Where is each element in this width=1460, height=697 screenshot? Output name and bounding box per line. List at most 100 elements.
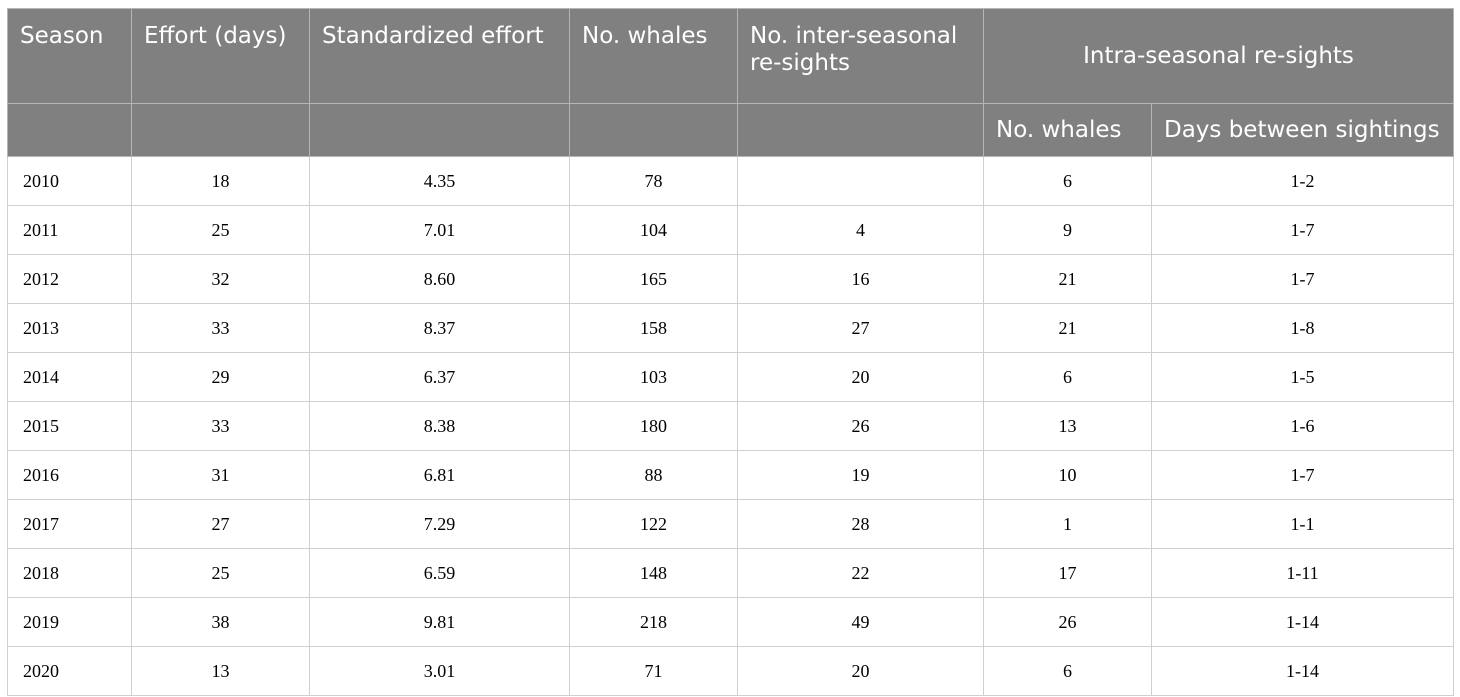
header-no-whales: No. whales [569, 8, 738, 104]
cell-standardized-effort: 8.60 [309, 254, 570, 304]
table-row: 2019 38 9.81 218 49 26 1-14 [7, 597, 1454, 647]
cell-effort: 29 [131, 352, 310, 402]
cell-inter-seasonal: 49 [737, 597, 984, 647]
cell-standardized-effort: 9.81 [309, 597, 570, 647]
table-row: 2011 25 7.01 104 4 9 1-7 [7, 205, 1454, 255]
cell-standardized-effort: 7.01 [309, 205, 570, 255]
cell-standardized-effort: 4.35 [309, 156, 570, 206]
table-row: 2015 33 8.38 180 26 13 1-6 [7, 401, 1454, 451]
cell-inter-seasonal: 20 [737, 352, 984, 402]
cell-no-whales: 78 [569, 156, 738, 206]
cell-effort: 25 [131, 205, 310, 255]
cell-days-between: 1-7 [1151, 254, 1454, 304]
header-season: Season [7, 8, 132, 104]
cell-effort: 33 [131, 303, 310, 353]
cell-effort: 31 [131, 450, 310, 500]
cell-no-whales: 71 [569, 646, 738, 696]
cell-intra-no-whales: 13 [983, 401, 1152, 451]
table-row: 2017 27 7.29 122 28 1 1-1 [7, 499, 1454, 549]
cell-effort: 18 [131, 156, 310, 206]
table-row: 2014 29 6.37 103 20 6 1-5 [7, 352, 1454, 402]
cell-season: 2010 [7, 156, 132, 206]
table-body: 2010 18 4.35 78 6 1-2 2011 25 7.01 104 4 9 1-7 2012 32… [7, 156, 1454, 696]
cell-days-between: 1-5 [1151, 352, 1454, 402]
cell-intra-no-whales: 6 [983, 352, 1152, 402]
header-days-between: Days between sightings [1151, 103, 1454, 157]
table-row: 2013 33 8.37 158 27 21 1-8 [7, 303, 1454, 353]
table-row: 2020 13 3.01 71 20 6 1-14 [7, 646, 1454, 696]
cell-no-whales: 218 [569, 597, 738, 647]
cell-days-between: 1-14 [1151, 646, 1454, 696]
cell-no-whales: 103 [569, 352, 738, 402]
cell-days-between: 1-2 [1151, 156, 1454, 206]
cell-season: 2020 [7, 646, 132, 696]
cell-inter-seasonal: 22 [737, 548, 984, 598]
cell-days-between: 1-1 [1151, 499, 1454, 549]
header-blank [7, 103, 132, 157]
cell-season: 2019 [7, 597, 132, 647]
cell-season: 2011 [7, 205, 132, 255]
table-row: 2012 32 8.60 165 16 21 1-7 [7, 254, 1454, 304]
cell-season: 2015 [7, 401, 132, 451]
cell-days-between: 1-7 [1151, 205, 1454, 255]
cell-effort: 25 [131, 548, 310, 598]
cell-intra-no-whales: 1 [983, 499, 1152, 549]
cell-season: 2012 [7, 254, 132, 304]
cell-season: 2016 [7, 450, 132, 500]
table-row: 2016 31 6.81 88 19 10 1-7 [7, 450, 1454, 500]
cell-standardized-effort: 3.01 [309, 646, 570, 696]
header-blank [737, 103, 984, 157]
cell-standardized-effort: 8.38 [309, 401, 570, 451]
cell-standardized-effort: 8.37 [309, 303, 570, 353]
cell-effort: 27 [131, 499, 310, 549]
cell-effort: 13 [131, 646, 310, 696]
cell-effort: 33 [131, 401, 310, 451]
cell-inter-seasonal [737, 156, 984, 206]
cell-no-whales: 180 [569, 401, 738, 451]
cell-season: 2014 [7, 352, 132, 402]
header-blank [309, 103, 570, 157]
cell-intra-no-whales: 9 [983, 205, 1152, 255]
cell-inter-seasonal: 16 [737, 254, 984, 304]
header-intra-no-whales: No. whales [983, 103, 1152, 157]
cell-inter-seasonal: 4 [737, 205, 984, 255]
cell-no-whales: 158 [569, 303, 738, 353]
cell-standardized-effort: 6.37 [309, 352, 570, 402]
header-standardized-effort: Standardized effort [309, 8, 570, 104]
cell-no-whales: 104 [569, 205, 738, 255]
cell-days-between: 1-11 [1151, 548, 1454, 598]
cell-effort: 32 [131, 254, 310, 304]
header-blank [569, 103, 738, 157]
cell-intra-no-whales: 10 [983, 450, 1152, 500]
cell-days-between: 1-6 [1151, 401, 1454, 451]
whale-sightings-table: Season Effort (days) Standardized effort… [7, 8, 1454, 696]
cell-intra-no-whales: 6 [983, 646, 1152, 696]
cell-inter-seasonal: 28 [737, 499, 984, 549]
header-intra-seasonal-group: Intra-seasonal re-sights [983, 8, 1454, 104]
header-blank [131, 103, 310, 157]
cell-effort: 38 [131, 597, 310, 647]
cell-season: 2013 [7, 303, 132, 353]
cell-days-between: 1-7 [1151, 450, 1454, 500]
cell-season: 2018 [7, 548, 132, 598]
cell-intra-no-whales: 21 [983, 254, 1152, 304]
cell-inter-seasonal: 19 [737, 450, 984, 500]
table-row: 2010 18 4.35 78 6 1-2 [7, 156, 1454, 206]
cell-standardized-effort: 7.29 [309, 499, 570, 549]
cell-no-whales: 88 [569, 450, 738, 500]
header-inter-line1: No. inter-seasonal [750, 23, 958, 49]
cell-intra-no-whales: 26 [983, 597, 1152, 647]
header-inter-seasonal: No. inter-seasonal re-sights [737, 8, 984, 104]
cell-inter-seasonal: 20 [737, 646, 984, 696]
cell-intra-no-whales: 21 [983, 303, 1152, 353]
cell-inter-seasonal: 27 [737, 303, 984, 353]
table-row: 2018 25 6.59 148 22 17 1-11 [7, 548, 1454, 598]
cell-no-whales: 165 [569, 254, 738, 304]
cell-intra-no-whales: 17 [983, 548, 1152, 598]
cell-intra-no-whales: 6 [983, 156, 1152, 206]
cell-no-whales: 148 [569, 548, 738, 598]
cell-standardized-effort: 6.81 [309, 450, 570, 500]
cell-days-between: 1-8 [1151, 303, 1454, 353]
header-effort: Effort (days) [131, 8, 310, 104]
header-inter-line2: re-sights [750, 50, 850, 76]
